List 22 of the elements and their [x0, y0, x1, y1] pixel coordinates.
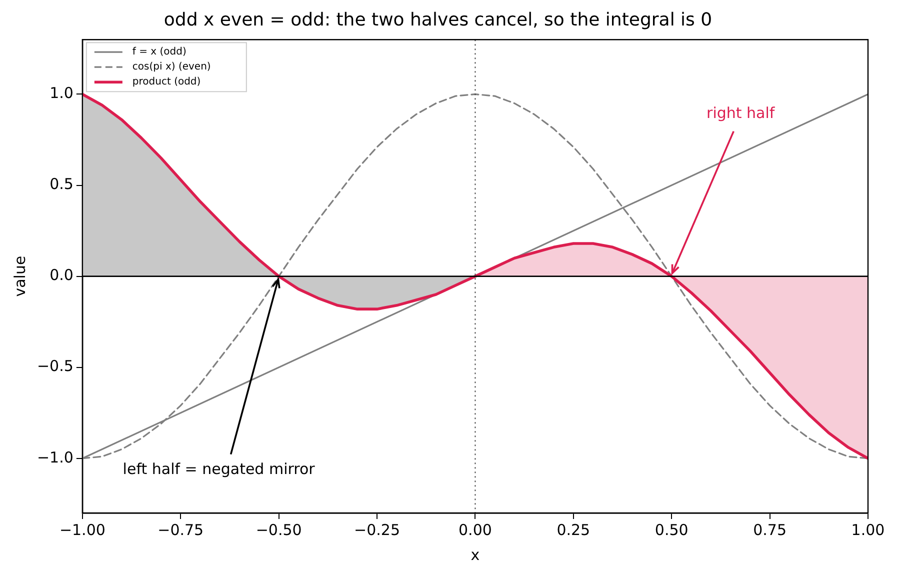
- annotation: left half = negated mirror: [122, 460, 316, 478]
- chart-title: odd x even = odd: the two halves cancel, so the integral is 0: [164, 9, 712, 30]
- y-tick-label: 0.5: [50, 175, 74, 194]
- y-tick-label: 0.0: [50, 266, 74, 284]
- legend-label: product (odd): [132, 76, 201, 88]
- y-tick-label: 1.0: [50, 84, 74, 102]
- y-tick-label: −1.0: [36, 448, 74, 466]
- x-tick-label: 0.00: [458, 520, 492, 539]
- x-tick-label: −0.50: [256, 520, 302, 539]
- y-axis-title: value: [10, 256, 29, 297]
- x-tick-label: 0.25: [556, 520, 590, 539]
- x-tick-label: 0.75: [753, 520, 787, 539]
- x-tick-label: 0.50: [654, 520, 688, 539]
- x-axis-title: x: [470, 546, 480, 564]
- legend-label: cos(pi x) (even): [132, 62, 211, 73]
- x-tick-label: −1.00: [59, 520, 106, 539]
- x-tick-label: −0.75: [158, 520, 204, 539]
- y-tick-label: −0.5: [36, 357, 74, 376]
- legend-label: f = x (odd): [132, 46, 186, 58]
- x-tick-label: 1.00: [851, 520, 885, 539]
- x-tick-label: −0.25: [354, 520, 400, 539]
- annotation: right half: [706, 104, 776, 122]
